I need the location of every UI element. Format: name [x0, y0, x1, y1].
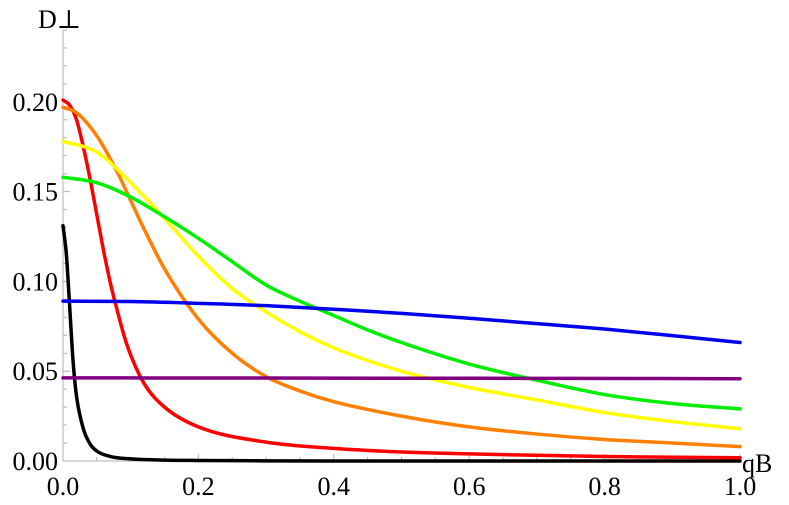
series-line-3 [61, 105, 742, 449]
series-line-5 [61, 175, 742, 411]
x-axis-title: qB [742, 449, 772, 478]
y-axis-title: D⊥ [38, 5, 81, 34]
x-tick-label: 0.6 [453, 472, 486, 501]
series-line-2 [61, 98, 742, 460]
x-tick-label: 0.4 [318, 472, 351, 501]
x-tick-label: 1.0 [724, 472, 757, 501]
y-tick-label: 0.15 [13, 178, 59, 207]
y-tick-label: 0.20 [13, 88, 59, 117]
y-tick-label: 0.00 [13, 447, 59, 476]
series-curves [61, 98, 742, 463]
axes [62, 30, 740, 462]
axis-ticks: 0.00 0.05 0.10 0.15 0.20 0.0 0.2 0.4 0.6 0.8 1.0 [13, 29, 757, 501]
series-line-7 [61, 376, 742, 381]
series-line-4 [61, 139, 742, 431]
series-line-1 [61, 224, 742, 463]
y-tick-label: 0.05 [13, 357, 59, 386]
x-tick-label: 0.0 [47, 472, 80, 501]
x-tick-label: 0.2 [182, 472, 215, 501]
y-tick-label: 0.10 [13, 267, 59, 296]
x-tick-label: 0.8 [588, 472, 621, 501]
series-line-6 [61, 299, 742, 345]
